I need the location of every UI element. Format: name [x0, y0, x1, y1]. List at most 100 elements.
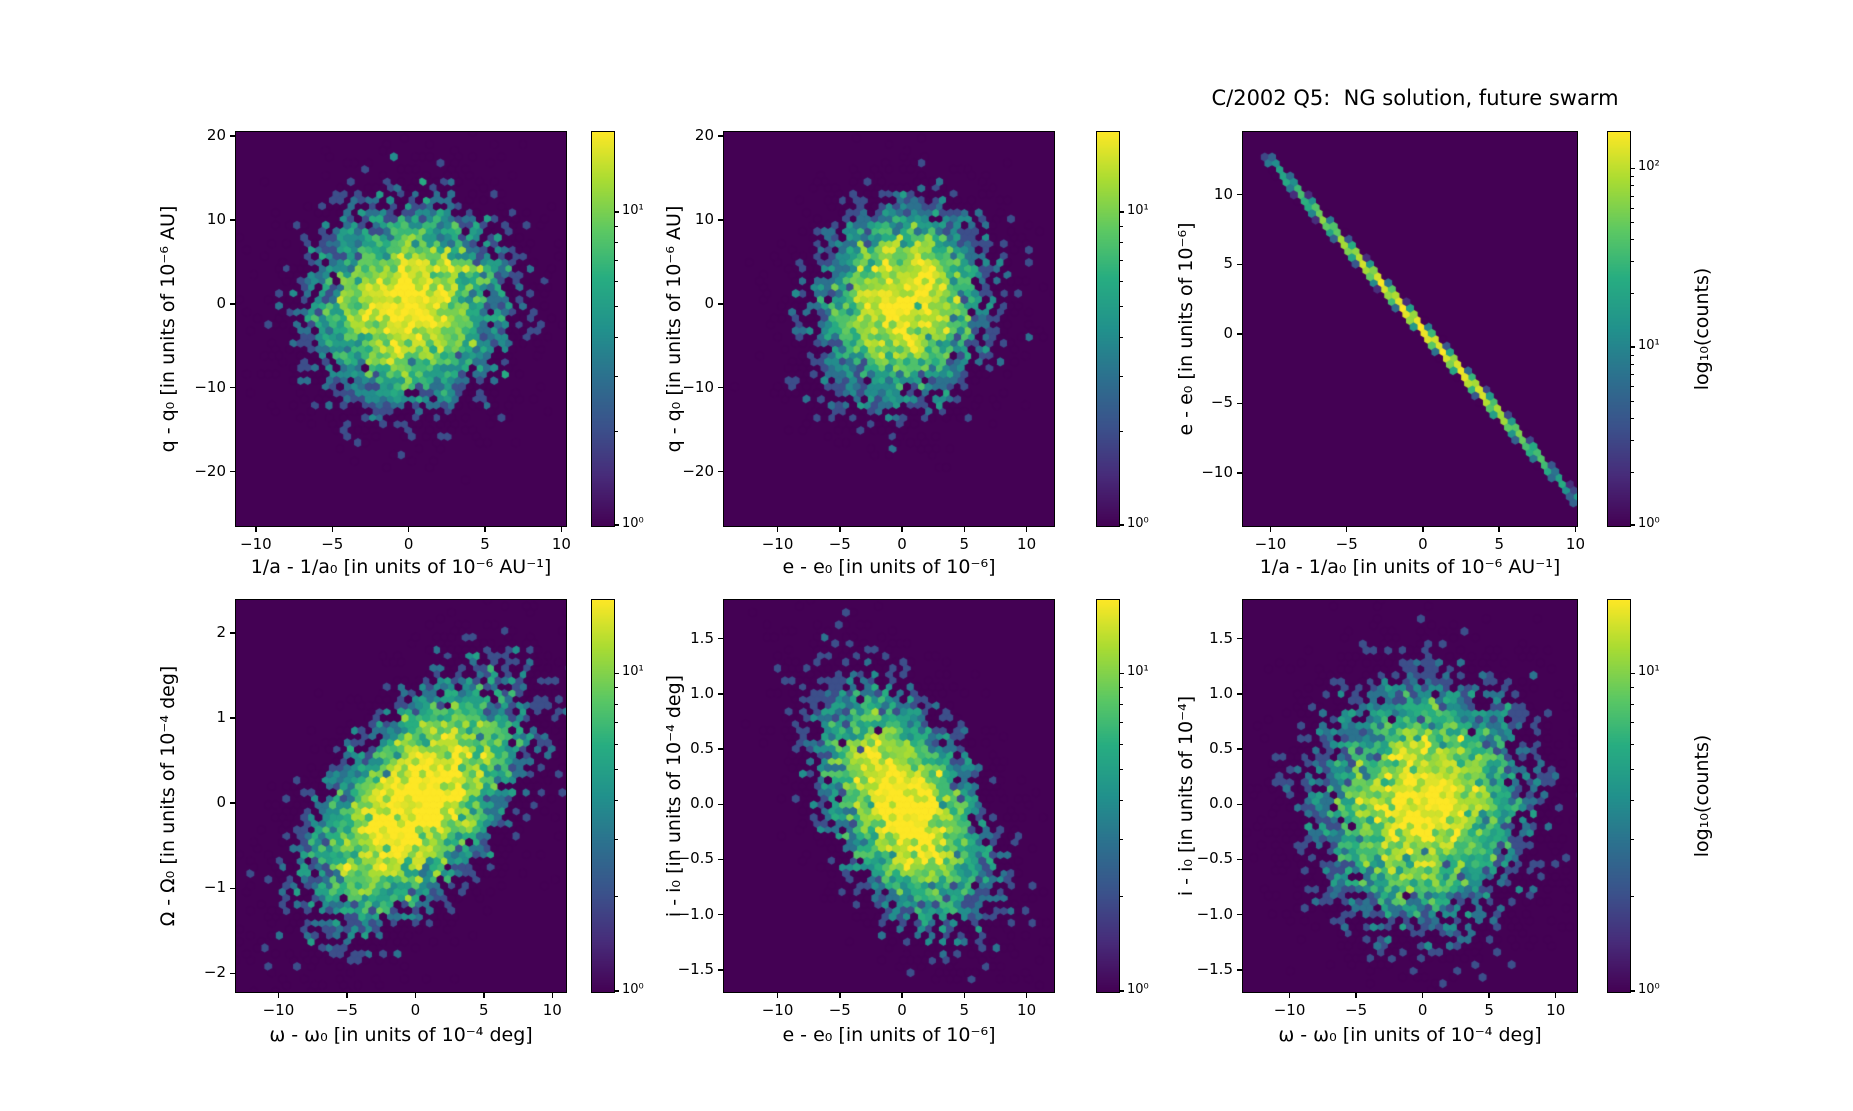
y-tick-mark: [718, 693, 723, 695]
colorbar-minor-tick-mark: [1631, 221, 1634, 223]
x-tick-mark: [1574, 527, 1577, 532]
x-tick-mark: [1025, 993, 1028, 998]
x-tick-label: −5: [335, 1001, 358, 1019]
colorbar-tick-mark: [1120, 211, 1124, 213]
x-tick-label: 0: [403, 535, 414, 553]
y-tick-mark: [230, 135, 235, 137]
colorbar-minor-tick-mark: [1631, 364, 1634, 366]
colorbar-minor-tick-mark: [1120, 336, 1123, 338]
colorbar-minor-tick-mark: [615, 306, 618, 308]
colorbar-minor-tick-mark: [1631, 400, 1634, 402]
y-tick-label: 1.0: [690, 683, 714, 702]
x-tick-mark: [407, 527, 410, 532]
x-tick-label: 5: [1484, 1001, 1494, 1019]
x-tick-mark: [1355, 993, 1357, 998]
x-tick-label: 5: [479, 1001, 489, 1019]
x-tick-label: 10: [1017, 1001, 1037, 1019]
x-tick-mark: [776, 527, 779, 532]
y-tick-label: 10: [206, 210, 226, 229]
colorbar-units-label-top: log₁₀(counts): [1691, 267, 1713, 391]
y-tick-mark: [1237, 913, 1242, 916]
colorbar-tick-label: 10⁰: [1638, 516, 1660, 531]
y-tick-mark: [230, 802, 235, 804]
x-tick-label: 10: [551, 535, 571, 553]
y-tick-mark: [1237, 402, 1242, 405]
hexbin-plot-bottom-right: [1242, 599, 1578, 993]
y-tick-mark: [718, 637, 723, 640]
x-tick-label: 0: [897, 1001, 907, 1019]
colorbar-tick-label: 10⁰: [622, 516, 644, 531]
y-tick-mark: [718, 470, 723, 473]
colorbar-minor-tick-mark: [615, 839, 618, 841]
x-tick-mark: [1269, 527, 1272, 532]
colorbar-tick-mark: [1120, 990, 1124, 992]
colorbar-tick-label: 10²: [1638, 159, 1660, 175]
colorbar-minor-tick-mark: [1631, 440, 1634, 442]
hexbin-plot-top-left: [235, 131, 567, 527]
colorbar-minor-tick-mark: [1631, 354, 1634, 356]
y-tick-label: 1.5: [690, 628, 714, 647]
x-tick-label: −10: [1254, 535, 1287, 553]
y-tick-label: −20: [194, 461, 226, 480]
x-tick-label: 10: [1546, 1001, 1566, 1019]
colorbar-minor-tick-mark: [1120, 768, 1123, 770]
colorbar-minor-tick-mark: [1631, 471, 1634, 473]
colorbar-tick-mark: [1120, 672, 1124, 675]
colorbar-tick-label: 10¹: [622, 203, 644, 219]
y-tick-label: 0: [216, 293, 226, 312]
y-tick-label: −2: [203, 963, 226, 982]
x-tick-mark: [963, 527, 966, 532]
x-tick-mark: [901, 993, 903, 998]
y-tick-label: 1: [216, 708, 226, 727]
colorbar-minor-tick-mark: [1120, 895, 1123, 897]
y-tick-mark: [718, 858, 723, 861]
x-axis-label: ω - ω₀ [in units of 10⁻⁴ deg]: [1278, 1024, 1542, 1046]
x-axis-label: e - e₀ [in units of 10⁻⁶]: [782, 556, 996, 578]
colorbar-minor-tick-mark: [1631, 687, 1634, 689]
colorbar-minor-tick-mark: [1631, 722, 1634, 724]
colorbar-minor-tick-mark: [615, 722, 618, 724]
colorbar-minor-tick-mark: [1631, 768, 1634, 770]
colorbar-minor-tick-mark: [615, 799, 618, 801]
colorbar-minor-tick-mark: [615, 242, 618, 244]
y-tick-mark: [718, 969, 723, 971]
x-tick-label: −5: [1335, 535, 1358, 553]
colorbar-tick-label: 10⁰: [1638, 982, 1660, 997]
y-tick-label: −0.5: [1196, 849, 1233, 868]
x-tick-mark: [484, 527, 486, 532]
y-tick-label: −1.0: [677, 904, 714, 923]
hexbin-plot-top-middle: [723, 131, 1055, 527]
x-tick-mark: [1422, 527, 1424, 532]
x-tick-mark: [255, 527, 257, 532]
colorbar-minor-tick-mark: [1631, 185, 1634, 187]
y-tick-mark: [230, 632, 235, 634]
y-tick-label: −1.0: [1196, 904, 1233, 923]
y-tick-mark: [718, 386, 723, 389]
colorbar-minor-tick-mark: [1631, 386, 1634, 388]
colorbar-top-left: [591, 131, 615, 527]
y-tick-mark: [230, 972, 235, 975]
y-tick-label: −10: [682, 377, 714, 396]
colorbar-minor-tick-mark: [1120, 431, 1123, 432]
y-tick-mark: [230, 717, 235, 719]
y-tick-mark: [1237, 748, 1242, 750]
colorbar-tick-mark: [1631, 990, 1635, 992]
colorbar-minor-tick-mark: [1120, 743, 1123, 745]
y-tick-mark: [718, 913, 723, 916]
y-axis-label: q - q₀ [in units of 10⁻⁶ AU]: [157, 205, 179, 453]
x-tick-mark: [277, 993, 280, 998]
y-tick-mark: [1237, 472, 1242, 474]
y-tick-label: −1.5: [677, 959, 714, 978]
colorbar-minor-tick-mark: [1120, 225, 1123, 227]
colorbar-minor-tick-mark: [615, 260, 618, 262]
x-tick-label: −10: [240, 535, 272, 553]
x-tick-label: 10: [1565, 535, 1586, 553]
x-tick-mark: [414, 993, 417, 998]
hexbin-plot-bottom-left: [235, 599, 567, 993]
x-tick-mark: [776, 993, 779, 998]
colorbar-tick-mark: [1120, 524, 1124, 526]
y-tick-label: −10: [1201, 463, 1233, 482]
x-tick-label: 0: [410, 1001, 421, 1019]
colorbar-minor-tick-mark: [615, 431, 618, 432]
hexbin-plot-bottom-middle: [723, 599, 1055, 993]
